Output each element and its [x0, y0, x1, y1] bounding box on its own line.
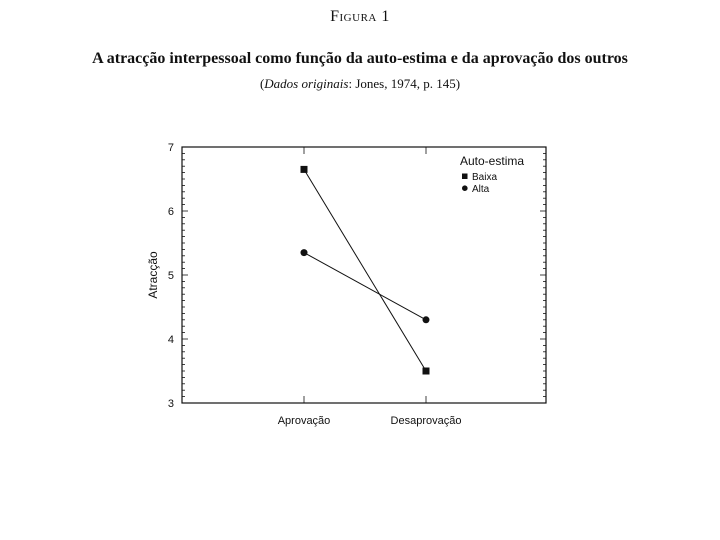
- plot-frame: [181, 146, 547, 404]
- figure-label: Figura 1: [330, 8, 390, 25]
- series-layer: [300, 165, 430, 375]
- data-point-square: [300, 165, 308, 173]
- y-axis-label: Atracção: [146, 251, 160, 299]
- series-baixa: [300, 165, 430, 375]
- series-alta: [300, 249, 430, 324]
- x-axis: Aprovação Desaprovação: [278, 147, 462, 427]
- x-tick-label: Aprovação: [278, 415, 331, 427]
- data-point-circle: [300, 249, 308, 257]
- y-tick-label: 5: [168, 270, 174, 282]
- source-italic: Dados originais: [264, 76, 349, 91]
- data-point-circle: [422, 316, 430, 324]
- legend-label: Alta: [472, 184, 490, 195]
- data-point-square: [422, 367, 430, 375]
- legend-title: Auto-estima: [460, 154, 524, 168]
- source-rest: : Jones, 1974, p. 145): [348, 76, 461, 91]
- y-tick-label: 6: [168, 206, 174, 218]
- series-line: [303, 169, 427, 372]
- y-tick-label: 7: [168, 142, 174, 154]
- source-prefix: (: [259, 76, 265, 91]
- figure-source: (Dados originais: Jones, 1974, p. 145): [0, 76, 720, 92]
- series-line: [303, 252, 427, 321]
- figure-title: A atracção interpessoal como função da a…: [92, 50, 628, 67]
- legend-label: Baixa: [472, 172, 497, 183]
- y-tick-label: 3: [168, 398, 174, 410]
- legend-marker-circle: [462, 185, 468, 191]
- legend-marker-square: [462, 173, 468, 179]
- y-tick-label: 4: [168, 334, 174, 346]
- x-tick-label: Desaprovação: [391, 415, 462, 427]
- y-axis: 3 4 5 6 7: [168, 142, 546, 410]
